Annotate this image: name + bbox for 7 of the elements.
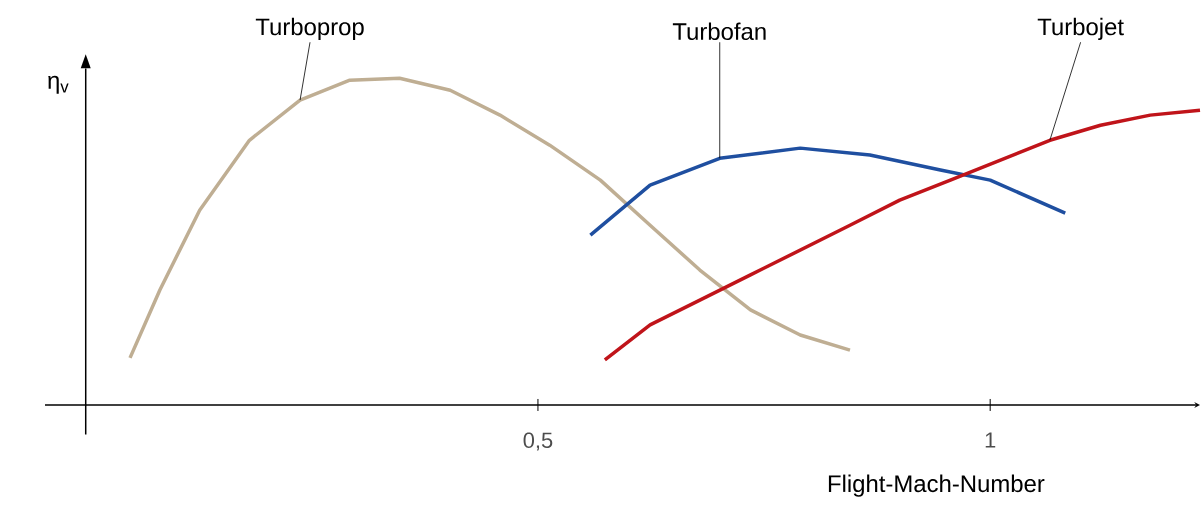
series-label: Turboprop	[255, 17, 364, 41]
x-axis-title: Flight-Mach-Number	[828, 474, 1045, 497]
y-axis-title: η$_{v}$	[48, 75, 69, 94]
x-tick-label: 1	[985, 432, 996, 448]
x-tick-label: 0,5	[523, 432, 553, 451]
text: Turbofan	[672, 22, 766, 41]
text: Turbojet	[1037, 17, 1124, 41]
